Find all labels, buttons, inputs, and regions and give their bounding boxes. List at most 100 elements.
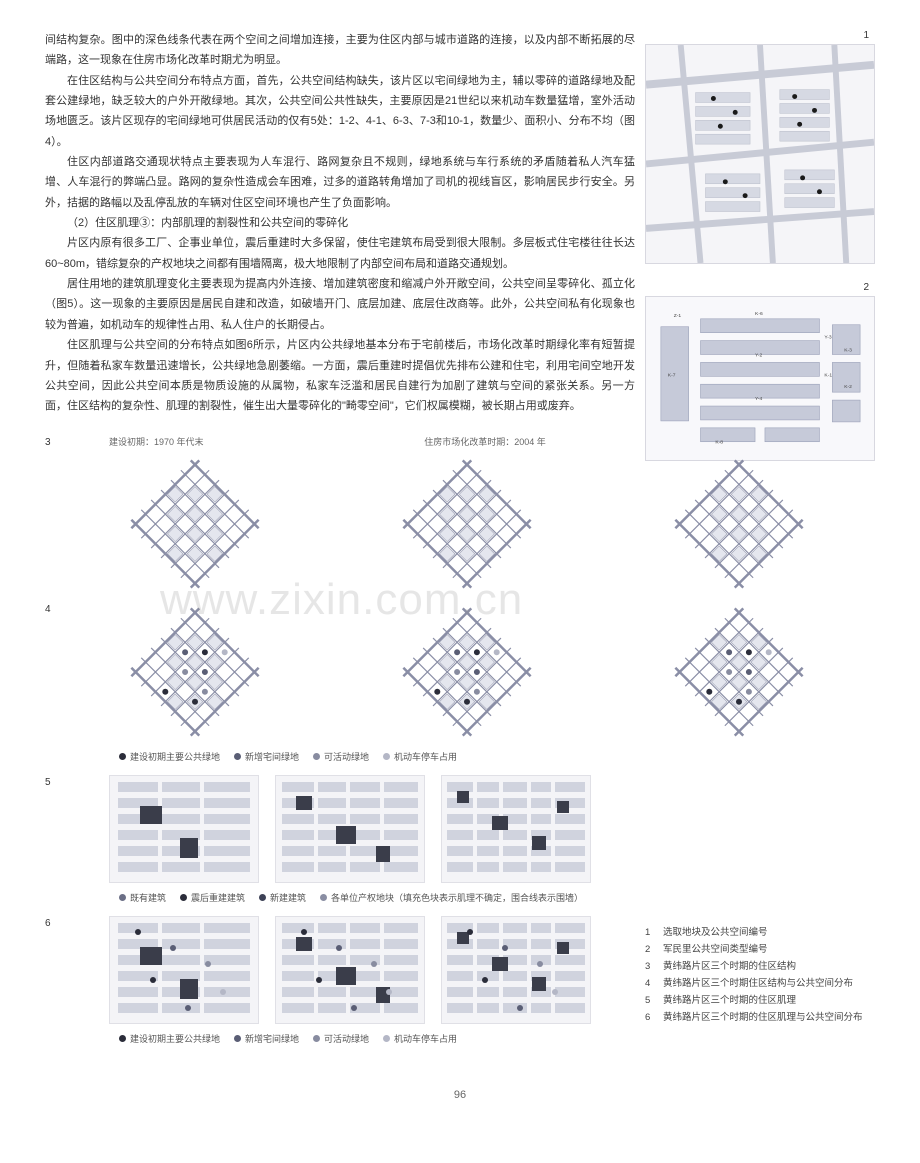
svg-text:K-3: K-3 (844, 348, 852, 354)
caption-row: 4 黄纬路片区三个时期住区结构与公共空间分布 (645, 975, 875, 992)
legend-dot-icon (259, 894, 266, 901)
plan-diagram (109, 916, 259, 1024)
legend-label: 机动车停车占用 (394, 750, 457, 763)
caption-number: 6 (645, 1009, 655, 1026)
legend-label: 新增宅间绿地 (245, 1032, 299, 1045)
paragraph: 间结构复杂。图中的深色线条代表在两个空间之间增加连接，主要为住区内部与城市道路的… (45, 30, 635, 71)
svg-text:K-8: K-8 (715, 440, 723, 446)
figure-row-5: 5 既有建筑 震后重建建筑 新建建筑 各单位产权地块（填充色块表示肌理不确定，围合线表… (45, 775, 875, 908)
paragraph: 住区内部道路交通现状特点主要表现为人车混行、路网复杂且不规则，绿地系统与车行系统… (45, 152, 635, 213)
legend-item: 新增宅间绿地 (234, 1032, 299, 1045)
legend-item: 既有建筑 (119, 891, 166, 904)
grid-diagram (657, 454, 822, 594)
caption-row: 2 军民里公共空间类型编号 (645, 941, 875, 958)
svg-text:K-6: K-6 (755, 311, 763, 317)
legend-dot-icon (234, 1035, 241, 1042)
legend-dot-icon (313, 753, 320, 760)
caption-text: 黄纬路片区三个时期的住区结构 (663, 958, 796, 975)
legend-item: 各单位产权地块（填充色块表示肌理不确定，围合线表示围墙） (320, 891, 583, 904)
legend-item: 可活动绿地 (313, 1032, 369, 1045)
legend-dot-icon (320, 894, 327, 901)
figure-row-4: 4 建设初期主要公共绿地 新增宅间绿地 可活动绿地 机动车停车占用 (45, 602, 875, 767)
legend-item: 机动车停车占用 (383, 1032, 457, 1045)
period-b: 住房市场化改革时期：2004 年 (424, 435, 546, 448)
paragraph: 在住区结构与公共空间分布特点方面，首先，公共空间结构缺失，该片区以宅间绿地为主，… (45, 71, 635, 152)
caption-number: 5 (645, 992, 655, 1009)
plan-diagram (275, 775, 425, 883)
legend-item: 震后重建建筑 (180, 891, 245, 904)
grid-diagram (385, 454, 550, 594)
legend-item: 可活动绿地 (313, 750, 369, 763)
figure-label-2: 2 (645, 282, 875, 293)
caption-text: 黄纬路片区三个时期的住区肌理与公共空间分布 (663, 1009, 863, 1026)
legend-item: 机动车停车占用 (383, 750, 457, 763)
caption-text: 黄纬路片区三个时期的住区肌理 (663, 992, 796, 1009)
legend-dot-icon (383, 1035, 390, 1042)
legend-label: 建设初期主要公共绿地 (130, 750, 220, 763)
svg-text:K-2: K-2 (844, 384, 852, 390)
paragraph: 居住用地的建筑肌理变化主要表现为提高内外连接、增加建筑密度和缩减户外开敞空间，公… (45, 274, 635, 335)
grid-diagram (657, 602, 822, 742)
legend-label: 新建建筑 (270, 891, 306, 904)
side-figures: 1 (645, 30, 875, 479)
caption-text: 军民里公共空间类型编号 (663, 941, 768, 958)
legend-row-4: 建设初期主要公共绿地 新增宅间绿地 可活动绿地 机动车停车占用 (59, 742, 875, 767)
grid-diagram (113, 454, 278, 594)
caption-text: 黄纬路片区三个时期住区结构与公共空间分布 (663, 975, 853, 992)
svg-text:Y-3: Y-3 (824, 335, 831, 341)
figure-1-map (645, 44, 875, 264)
row-number: 3 (45, 435, 59, 448)
figure-caption-list: 1选取地块及公共空间编号2军民里公共空间类型编号3黄纬路片区三个时期的住区结构4… (645, 924, 875, 1027)
caption-text: 选取地块及公共空间编号 (663, 924, 768, 941)
caption-number: 3 (645, 958, 655, 975)
row-number: 4 (45, 602, 59, 615)
legend-dot-icon (234, 753, 241, 760)
grid-diagram (113, 602, 278, 742)
plan-diagram (275, 916, 425, 1024)
legend-dot-icon (313, 1035, 320, 1042)
row-number: 5 (45, 775, 59, 788)
caption-row: 3 黄纬路片区三个时期的住区结构 (645, 958, 875, 975)
legend-dot-icon (383, 753, 390, 760)
plan-diagram (441, 775, 591, 883)
svg-text:Y-4: Y-4 (755, 396, 762, 402)
plan-diagram (109, 775, 259, 883)
figure-label-1: 1 (645, 30, 875, 41)
svg-text:Y-2: Y-2 (755, 352, 762, 358)
caption-number: 2 (645, 941, 655, 958)
figure-row-3: 3 建设初期：1970 年代末 住房市场化改革时期：2004 年 现状：2019… (45, 435, 875, 594)
page-number: 96 (0, 1077, 920, 1109)
legend-label: 可活动绿地 (324, 750, 369, 763)
plan-diagram (441, 916, 591, 1024)
legend-label: 既有建筑 (130, 891, 166, 904)
legend-label: 震后重建建筑 (191, 891, 245, 904)
legend-dot-icon (119, 1035, 126, 1042)
legend-dot-icon (180, 894, 187, 901)
legend-label: 机动车停车占用 (394, 1032, 457, 1045)
svg-text:Z-1: Z-1 (674, 313, 682, 319)
paragraph: 片区内原有很多工厂、企事业单位，震后重建时大多保留，使住宅建筑布局受到很大限制。… (45, 233, 635, 274)
legend-item: 建设初期主要公共绿地 (119, 750, 220, 763)
legend-label: 可活动绿地 (324, 1032, 369, 1045)
caption-number: 4 (645, 975, 655, 992)
figure-2-map: Z-1K-6 Y-3K-1 K-7Y-2 Y-4K-3 K-2K-8 (645, 296, 875, 461)
row-number: 6 (45, 916, 59, 929)
legend-label: 建设初期主要公共绿地 (130, 1032, 220, 1045)
caption-row: 5 黄纬路片区三个时期的住区肌理 (645, 992, 875, 1009)
section-heading: （2）住区肌理③：内部肌理的割裂性和公共空间的零碎化 (45, 213, 635, 233)
caption-number: 1 (645, 924, 655, 941)
legend-dot-icon (119, 894, 126, 901)
legend-label: 各单位产权地块（填充色块表示肌理不确定，围合线表示围墙） (331, 891, 583, 904)
grid-diagram (385, 602, 550, 742)
paragraph: 住区肌理与公共空间的分布特点如图6所示，片区内公共绿地基本分布于宅前楼后，市场化… (45, 335, 635, 416)
caption-row: 1 选取地块及公共空间编号 (645, 924, 875, 941)
period-a: 建设初期：1970 年代末 (109, 435, 204, 448)
legend-row-5: 既有建筑 震后重建建筑 新建建筑 各单位产权地块（填充色块表示肌理不确定，围合线表示围… (59, 883, 875, 908)
legend-row-6: 建设初期主要公共绿地 新增宅间绿地 可活动绿地 机动车停车占用 (59, 1024, 875, 1049)
svg-text:K-1: K-1 (824, 372, 832, 378)
legend-dot-icon (119, 753, 126, 760)
legend-label: 新增宅间绿地 (245, 750, 299, 763)
legend-item: 新增宅间绿地 (234, 750, 299, 763)
legend-item: 新建建筑 (259, 891, 306, 904)
legend-item: 建设初期主要公共绿地 (119, 1032, 220, 1045)
